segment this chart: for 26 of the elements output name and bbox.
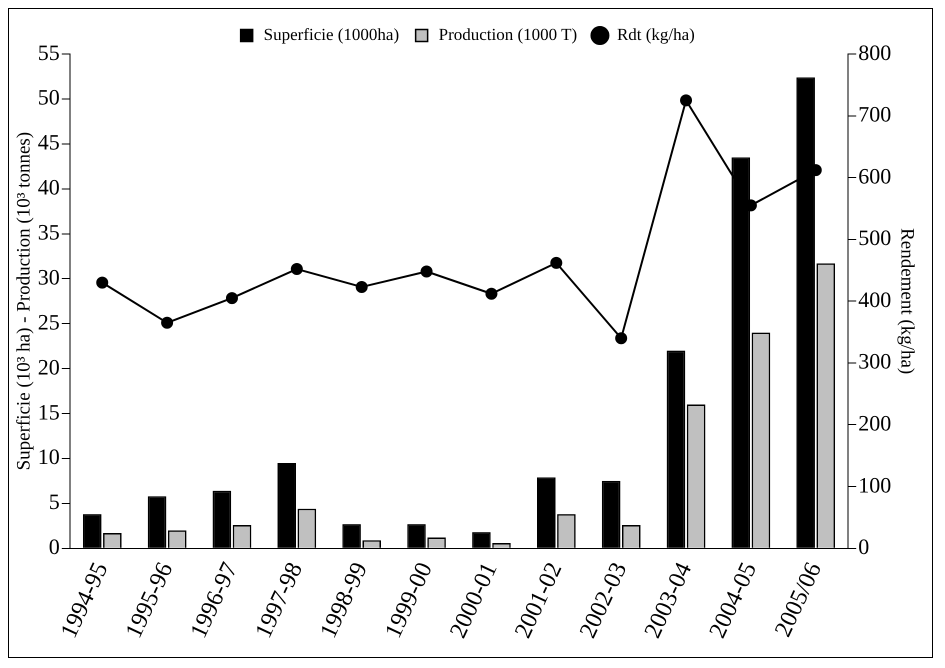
y-tick-label: 25 <box>38 309 60 334</box>
y2-tick-label: 400 <box>858 286 892 312</box>
y-tick-label: 20 <box>38 354 60 380</box>
y-tick-label: 55 <box>38 40 60 65</box>
y2-tick-label: 0 <box>858 534 870 560</box>
legend-label: Rdt (kg/ha) <box>616 24 695 44</box>
y-tick-label: 45 <box>38 130 60 155</box>
y-tick-label: 35 <box>38 220 60 245</box>
y-tick-label: 40 <box>38 174 60 200</box>
y2-tick-label: 200 <box>858 410 892 436</box>
y-axis-title: Superficie (10³ ha) - Production (10³ tonnes) <box>13 132 34 470</box>
y-tick-label: 50 <box>38 84 60 110</box>
y-tick-label: 10 <box>38 444 60 470</box>
legend-label: Production (1000 T) <box>438 24 578 44</box>
y2-tick-label: 300 <box>858 348 892 374</box>
y2-tick-label: 700 <box>858 102 892 127</box>
y-tick-label: 15 <box>38 399 60 424</box>
y2-tick-label: 100 <box>858 472 892 498</box>
y2-tick-label: 800 <box>858 40 892 65</box>
y2-axis-title: Rendement (kg/ha) <box>896 228 918 374</box>
y-tick-label: 0 <box>48 534 60 560</box>
legend-label: Superficie (1000ha) <box>264 24 400 44</box>
y-tick-label: 5 <box>48 489 60 514</box>
y2-tick-label: 600 <box>858 163 892 188</box>
y2-tick-label: 500 <box>858 225 892 250</box>
y-tick-label: 30 <box>38 264 60 290</box>
